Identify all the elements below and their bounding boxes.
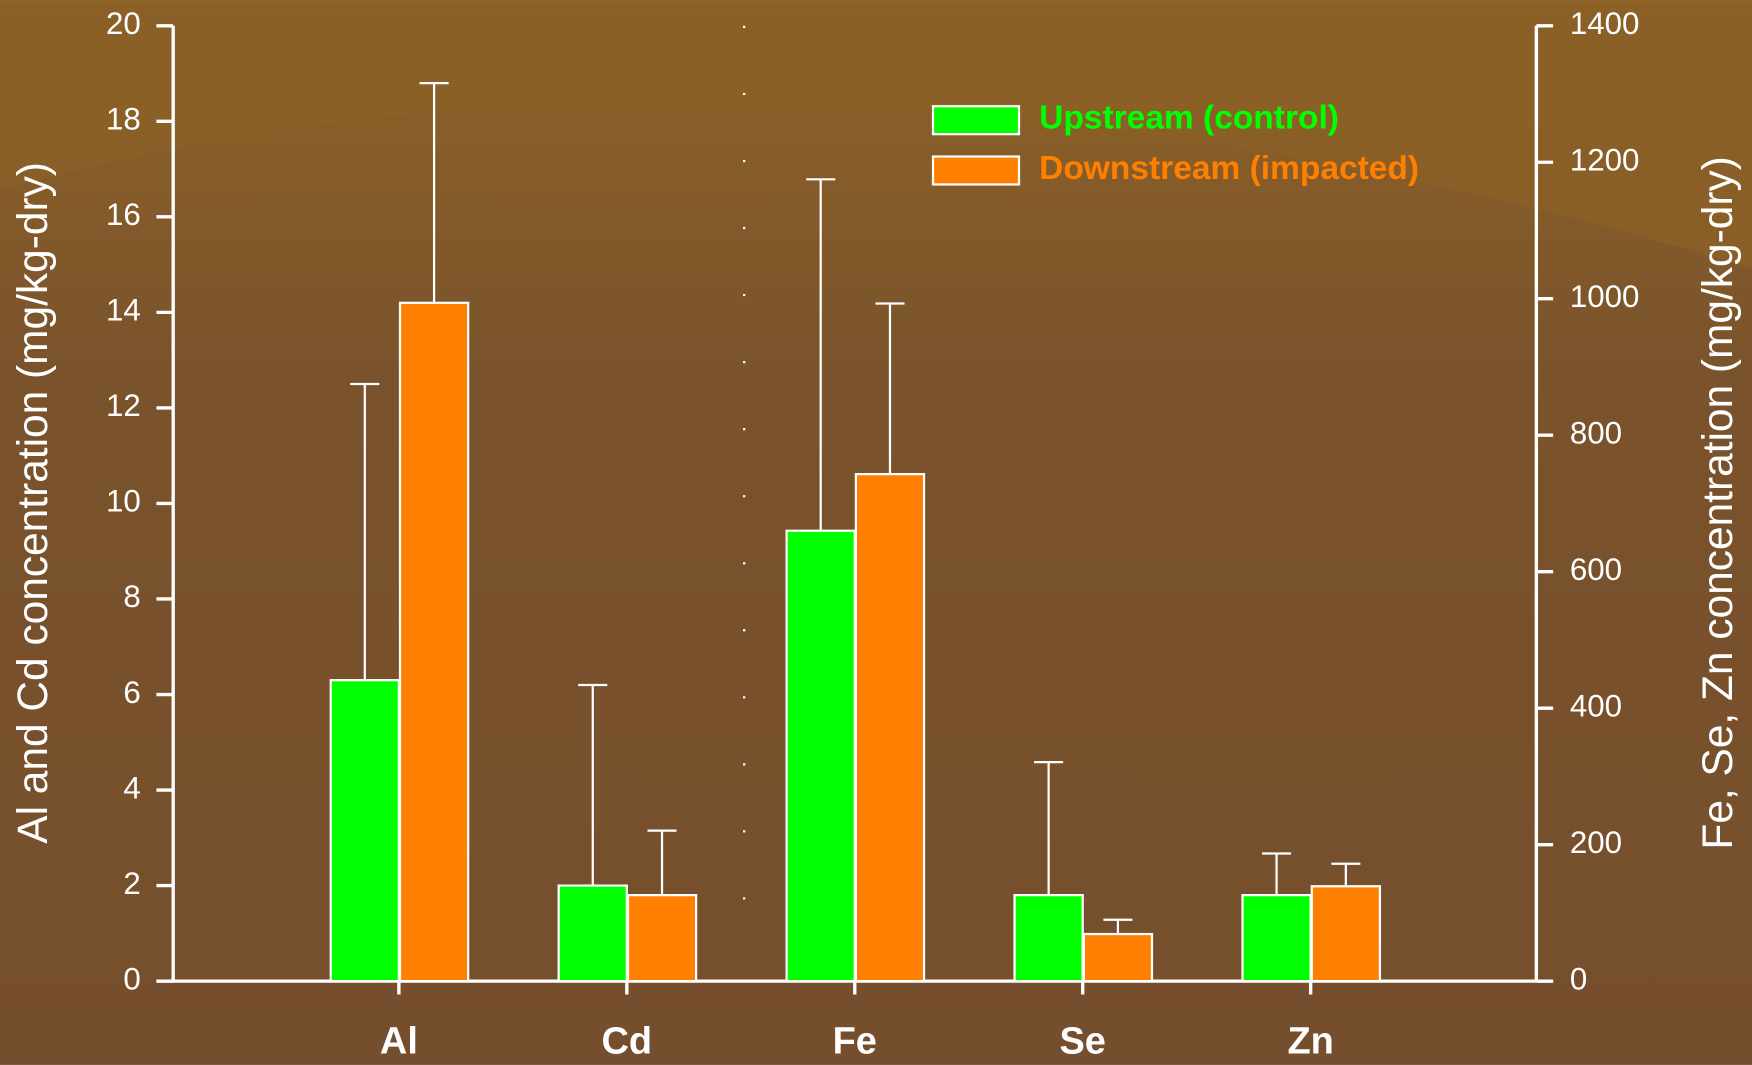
y2-tick-label: 800 [1570,415,1622,450]
y-tick-label: 18 [106,102,141,137]
x-tick-label: Zn [1287,1021,1333,1063]
y2-tick-label: 1000 [1570,279,1640,314]
y2-tick-label: 1400 [1570,6,1640,41]
y2-tick-label: 600 [1570,552,1622,587]
bar [785,529,856,983]
y-tick-label: 10 [106,484,141,519]
y-tick-label: 14 [106,293,141,328]
y2-tick-label: 400 [1570,688,1622,723]
legend-swatch [931,105,1021,136]
y-tick-label: 12 [106,388,141,423]
bar [1082,932,1154,983]
legend-swatch [931,155,1021,186]
y-tick-label: 4 [123,770,140,805]
y2-axis-title: Fe, Se, Zn concentration (mg/kg-dry) [1694,156,1741,849]
x-tick-label: Cd [602,1021,653,1063]
x-tick-label: Se [1059,1021,1105,1063]
bar [398,301,470,983]
bar [1013,894,1084,983]
x-tick-label: Al [380,1021,418,1063]
bar [854,472,926,983]
bar [626,894,698,983]
y-tick-label: 6 [123,675,140,710]
y2-tick-label: 0 [1570,961,1587,996]
legend-label: Downstream (impacted) [1039,150,1419,187]
background-shape [0,0,1752,269]
bar [1310,885,1382,983]
legend-label: Upstream (control) [1039,99,1339,136]
bar [1241,894,1312,983]
y-tick-label: 0 [123,961,140,996]
y-tick-label: 16 [106,197,141,232]
y-tick-label: 20 [106,6,141,41]
y2-tick-label: 200 [1570,825,1622,860]
y-tick-label: 8 [123,579,140,614]
y-tick-label: 2 [123,866,140,901]
y-axis-title: Al and Cd concentration (mg/kg-dry) [9,162,56,844]
bar [557,884,628,983]
x-tick-label: Fe [833,1021,877,1063]
y2-tick-label: 1200 [1570,143,1640,178]
bar [329,679,401,983]
